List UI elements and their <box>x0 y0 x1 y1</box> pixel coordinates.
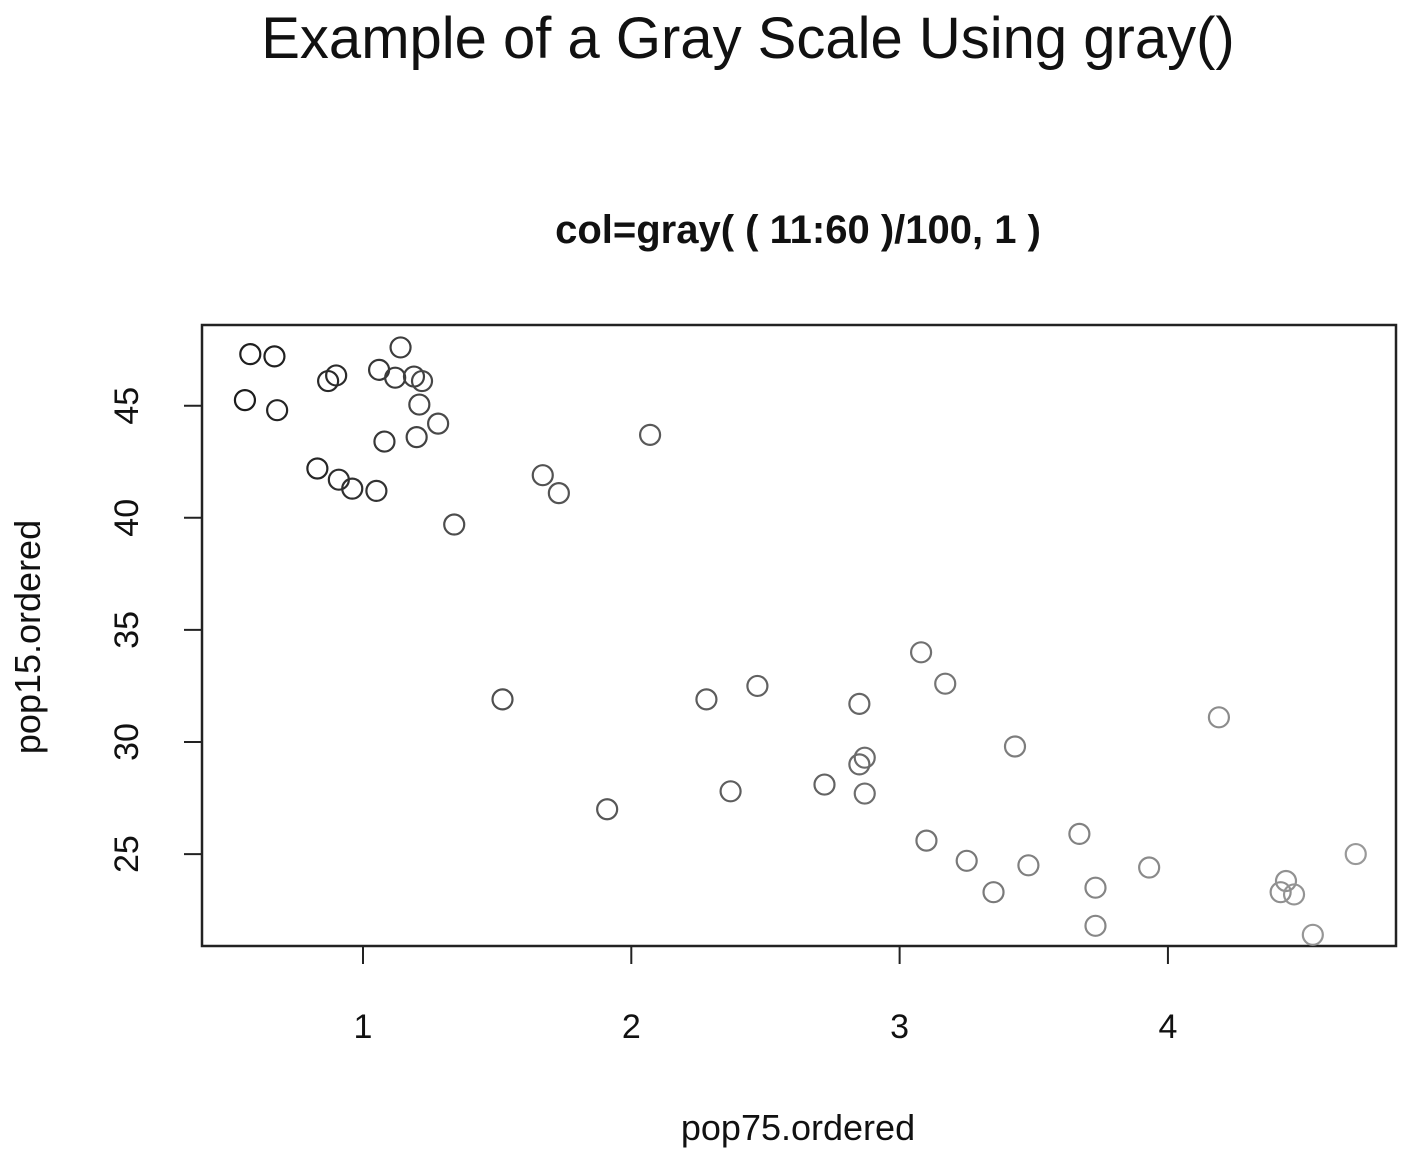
data-point <box>1003 735 1027 758</box>
y-axis: 25 30 35 40 45 <box>108 387 203 873</box>
data-point <box>1084 914 1107 937</box>
data-point <box>955 849 978 872</box>
data-point <box>934 672 957 695</box>
x-axis-label: pop75.ordered <box>681 1107 915 1148</box>
data-point <box>1084 876 1107 899</box>
data-point <box>915 829 938 852</box>
data-points <box>233 336 1367 946</box>
data-point <box>1138 856 1161 879</box>
data-point <box>531 464 554 487</box>
data-point <box>596 798 619 821</box>
data-point <box>410 369 434 393</box>
y-tick-label: 30 <box>108 723 146 761</box>
y-tick-label: 45 <box>108 387 146 425</box>
y-tick-label: 25 <box>108 835 146 873</box>
data-point <box>427 412 450 435</box>
data-point <box>443 513 466 536</box>
y-tick-label: 40 <box>108 499 146 537</box>
data-point <box>341 477 364 500</box>
data-point <box>325 364 348 387</box>
data-point <box>365 479 388 502</box>
y-axis-label: pop15.ordered <box>7 520 48 754</box>
data-point <box>848 753 871 776</box>
chart-title: Example of a Gray Scale Using gray() <box>261 6 1234 71</box>
data-point <box>853 782 876 805</box>
data-point <box>547 482 570 505</box>
data-point <box>638 423 662 446</box>
data-point <box>813 773 836 796</box>
x-tick-label: 2 <box>622 1008 641 1046</box>
data-point <box>408 393 431 416</box>
data-point <box>405 425 428 449</box>
data-point <box>239 343 262 366</box>
data-point <box>982 881 1005 904</box>
x-tick-label: 4 <box>1158 1008 1177 1046</box>
data-point <box>1344 842 1367 866</box>
y-tick-label: 35 <box>108 611 146 649</box>
data-point <box>233 389 257 412</box>
data-point <box>389 336 412 359</box>
plot-frame <box>200 323 1398 948</box>
data-point <box>1301 923 1324 946</box>
data-point <box>1274 869 1298 893</box>
data-point <box>695 688 718 711</box>
data-point <box>1282 883 1306 906</box>
data-point <box>719 780 742 803</box>
data-point <box>1269 881 1292 904</box>
data-point <box>853 746 876 769</box>
data-point <box>306 457 329 480</box>
data-point <box>373 430 396 453</box>
data-point <box>266 399 289 422</box>
data-point <box>746 674 769 698</box>
chart-subtitle: col=gray( ( 11:60 )/100, 1 ) <box>555 208 1041 252</box>
data-point <box>1207 706 1231 729</box>
x-tick-label: 1 <box>354 1008 373 1046</box>
data-point <box>848 692 871 715</box>
x-tick-label: 3 <box>890 1008 909 1046</box>
data-point <box>1017 854 1040 877</box>
x-axis: 1 2 3 4 <box>354 945 1177 1046</box>
data-point <box>1068 822 1091 846</box>
data-point <box>909 641 933 664</box>
data-point <box>384 366 407 389</box>
data-point <box>491 688 514 711</box>
data-point <box>263 345 286 368</box>
